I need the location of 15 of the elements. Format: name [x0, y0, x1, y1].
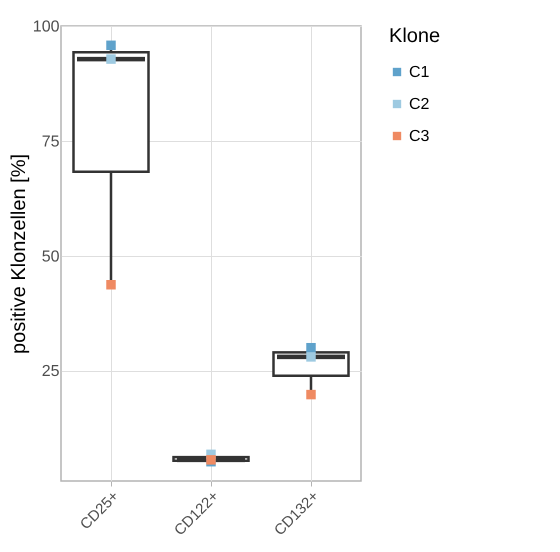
- y-axis-title: positive Klonzellen [%]: [8, 154, 30, 354]
- y-tick-label: 50: [42, 248, 60, 266]
- point: [306, 342, 316, 352]
- y-tick-label: 75: [42, 133, 60, 150]
- legend-label: C2: [409, 96, 430, 113]
- legend-label: C3: [409, 128, 430, 145]
- point: [106, 280, 116, 290]
- point: [306, 390, 316, 400]
- y-tick-label: 100: [32, 18, 60, 36]
- legend-label: C1: [409, 64, 430, 81]
- point: [106, 40, 116, 50]
- y-tick-label: 25: [42, 363, 60, 380]
- point: [306, 352, 316, 362]
- point: [106, 54, 116, 64]
- legend-title: Klone: [389, 25, 440, 47]
